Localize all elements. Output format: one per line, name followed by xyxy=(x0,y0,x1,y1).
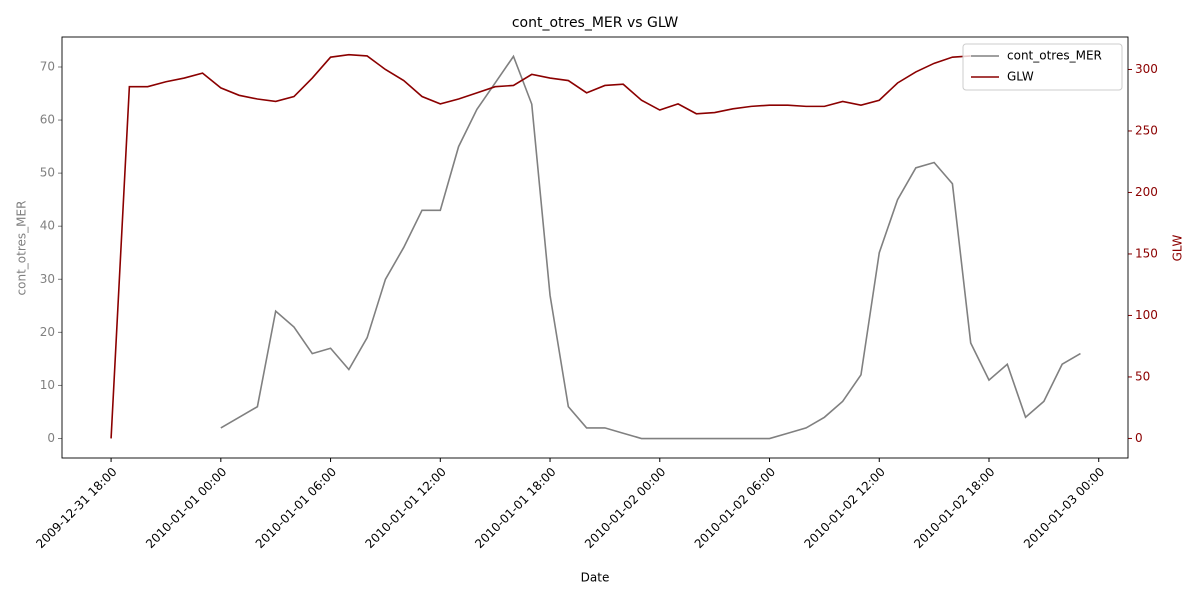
y-axis-label: cont_otres_MER xyxy=(15,201,29,296)
legend-box xyxy=(962,43,1123,91)
y2-tick-label: 150 xyxy=(1135,246,1158,260)
y-tick-label: 40 xyxy=(40,219,55,233)
x-tick-label: 2010-01-02 06:00 xyxy=(692,465,778,551)
series-line xyxy=(110,53,971,439)
y-tick-label: 60 xyxy=(40,113,55,127)
series-line xyxy=(220,54,1081,440)
y2-tick-label: 0 xyxy=(1135,431,1143,445)
y2-tick-label: 300 xyxy=(1135,62,1158,76)
y-tick-label: 0 xyxy=(47,431,55,445)
x-tick-label: 2010-01-01 00:00 xyxy=(143,465,229,551)
x-axis-label: Date xyxy=(581,571,610,585)
y-tick-label: 70 xyxy=(40,59,55,73)
x-tick-label: 2010-01-03 00:00 xyxy=(1021,465,1107,551)
legend-label: GLW xyxy=(1007,70,1034,84)
plot-frame xyxy=(61,36,1129,459)
y-tick-label: 30 xyxy=(40,272,55,286)
chart-title: cont_otres_MER vs GLW xyxy=(512,15,679,31)
y2-tick-label: 200 xyxy=(1135,185,1158,199)
x-tick-label: 2010-01-02 18:00 xyxy=(911,465,997,551)
x-tick-label: 2009-12-31 18:00 xyxy=(33,465,119,551)
y-tick-label: 50 xyxy=(40,166,55,180)
x-tick-label: 2010-01-01 18:00 xyxy=(472,465,558,551)
x-tick-label: 2010-01-02 00:00 xyxy=(582,465,668,551)
x-tick-label: 2010-01-01 06:00 xyxy=(253,465,339,551)
y2-tick-label: 250 xyxy=(1135,123,1158,137)
x-tick-label: 2010-01-02 12:00 xyxy=(801,465,887,551)
y2-axis-label: GLW xyxy=(1171,234,1185,261)
y-tick-label: 10 xyxy=(40,378,55,392)
legend-label: cont_otres_MER xyxy=(1007,49,1102,63)
y-tick-label: 20 xyxy=(40,325,55,339)
x-tick-label: 2010-01-01 12:00 xyxy=(363,465,449,551)
y2-tick-label: 100 xyxy=(1135,308,1158,322)
y2-tick-label: 50 xyxy=(1135,369,1150,383)
